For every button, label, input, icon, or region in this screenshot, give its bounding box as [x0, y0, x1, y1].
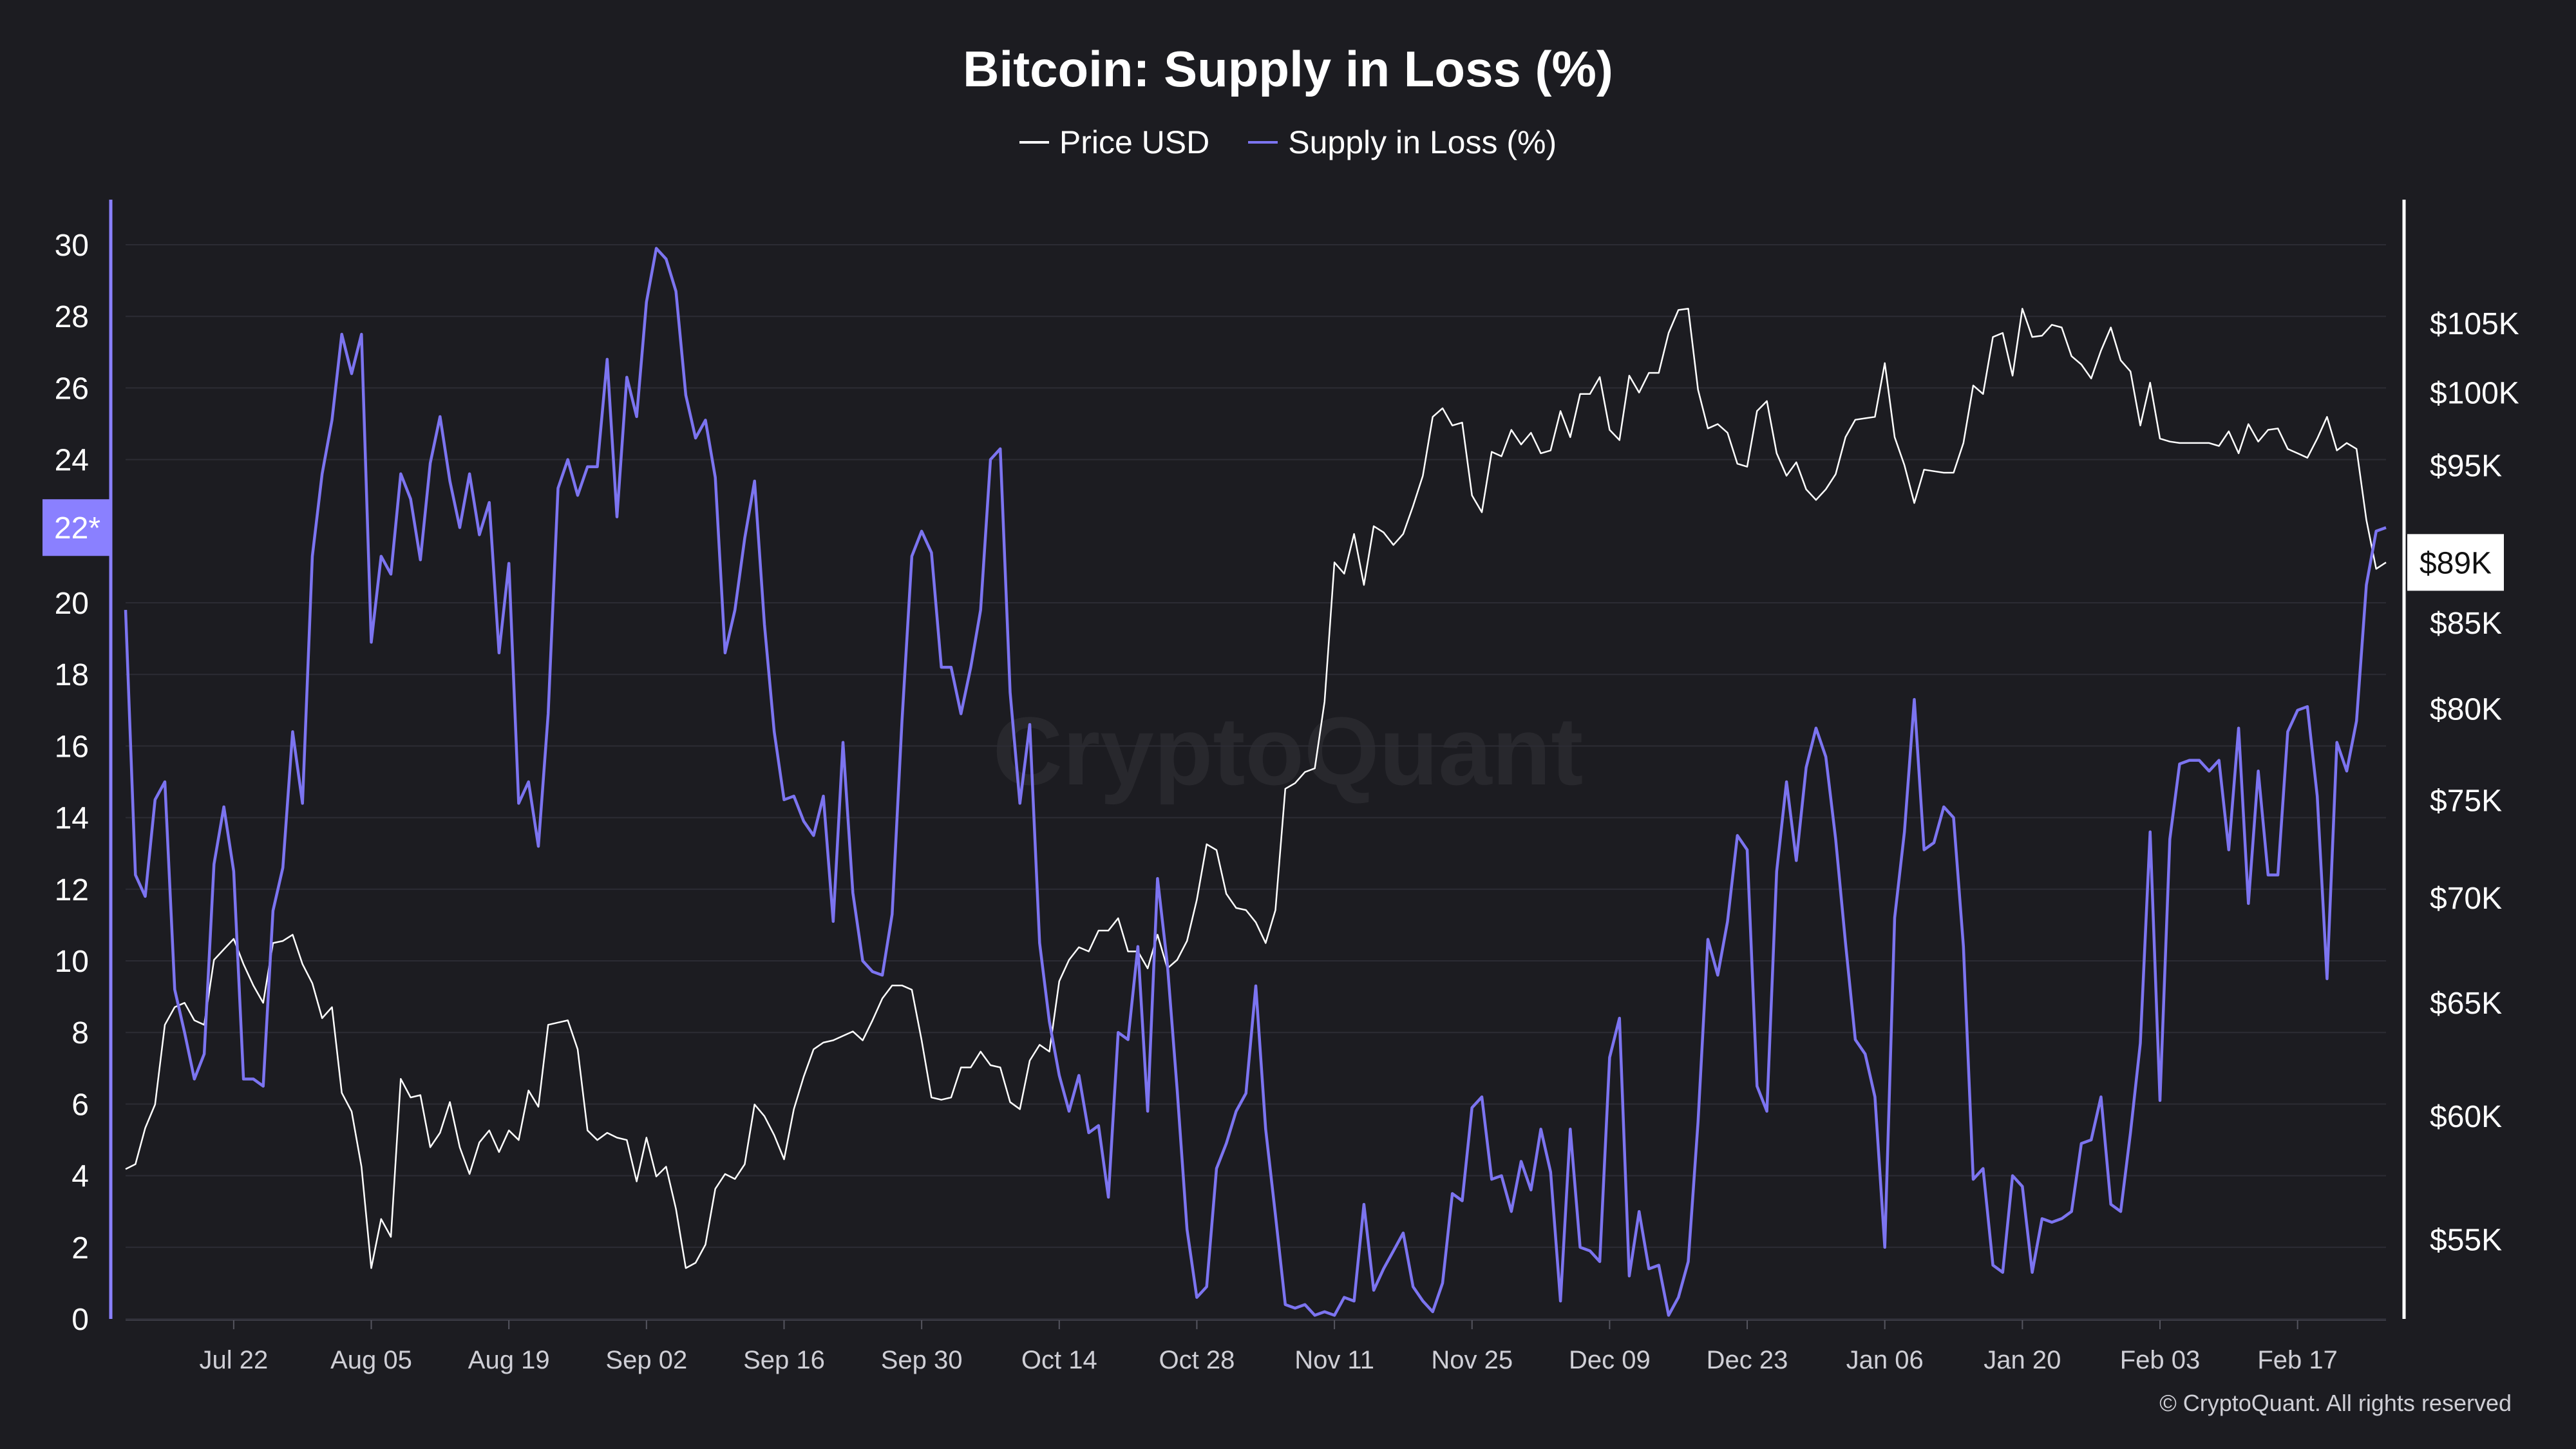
right-current-label: $89K	[2420, 546, 2492, 580]
y-left-tick-label: 24	[55, 444, 89, 478]
y-left-tick-label: 30	[55, 229, 89, 263]
legend-label-price: Price USD	[1059, 124, 1210, 160]
legend-swatch-price	[1019, 141, 1049, 144]
x-tick-label: Oct 28	[1159, 1346, 1235, 1374]
y-left-tick-label: 10	[55, 945, 89, 979]
x-tick-label: Sep 30	[881, 1346, 963, 1374]
y-right-tick-label: $100K	[2430, 377, 2519, 411]
legend: Price USD Supply in Loss (%)	[0, 124, 2576, 161]
legend-label-supply: Supply in Loss (%)	[1288, 124, 1557, 160]
y-left-tick-label: 4	[71, 1160, 89, 1194]
x-tick-label: Nov 25	[1431, 1346, 1513, 1374]
y-right-tick-label: $65K	[2430, 987, 2502, 1021]
left-current-label: 22*	[54, 511, 100, 545]
x-tick-label: Aug 05	[330, 1346, 412, 1374]
x-tick-label: Nov 11	[1294, 1346, 1374, 1374]
y-left-tick-label: 2	[71, 1231, 89, 1265]
y-left-tick-label: 16	[55, 730, 89, 764]
x-tick-label: Dec 09	[1569, 1346, 1651, 1374]
price-usd-line	[125, 308, 2387, 1269]
supply-in-loss-line	[124, 247, 2387, 1317]
y-right-tick-label: $95K	[2430, 449, 2502, 483]
y-right-tick-label: $70K	[2430, 882, 2502, 916]
y-right-tick-label: $55K	[2430, 1224, 2502, 1258]
chart-title: Bitcoin: Supply in Loss (%)	[963, 41, 1613, 97]
y-right-tick-label: $105K	[2430, 307, 2519, 341]
x-tick-label: Sep 02	[605, 1346, 687, 1374]
x-tick-label: Aug 19	[468, 1346, 550, 1374]
y-left-tick-label: 18	[55, 658, 89, 692]
y-left-tick-label: 26	[55, 372, 89, 406]
x-tick-label: Feb 03	[2120, 1346, 2201, 1374]
x-tick-label: Jan 20	[1984, 1346, 2061, 1374]
legend-item-supply[interactable]: Supply in Loss (%)	[1248, 124, 1557, 161]
legend-swatch-supply	[1248, 141, 1278, 144]
x-tick-label: Dec 23	[1707, 1346, 1788, 1374]
left-current-badge	[43, 499, 112, 556]
y-left-tick-label: 28	[55, 300, 89, 334]
y-left-tick-label: 12	[55, 873, 89, 907]
x-tick-label: Jan 06	[1846, 1346, 1924, 1374]
x-tick-label: Sep 16	[743, 1346, 825, 1374]
y-left-tick-label: 14	[55, 802, 89, 836]
y-left-tick-label: 8	[71, 1016, 89, 1050]
x-tick-label: Oct 14	[1021, 1346, 1097, 1374]
y-left-tick-label: 6	[71, 1088, 89, 1122]
y-right-tick-label: $75K	[2430, 784, 2502, 818]
y-right-tick-label: $60K	[2430, 1100, 2502, 1134]
x-tick-label: Feb 17	[2257, 1346, 2338, 1374]
y-right-tick-label: $85K	[2430, 607, 2502, 641]
y-right-tick-label: $80K	[2430, 692, 2502, 726]
y-left-tick-label: 20	[55, 587, 89, 621]
y-left-tick-label: 0	[71, 1303, 89, 1337]
x-tick-label: Jul 22	[199, 1346, 268, 1374]
legend-item-price[interactable]: Price USD	[1019, 124, 1209, 161]
right-current-badge	[2407, 534, 2504, 591]
copyright-notice: © CryptoQuant. All rights reserved	[2159, 1390, 2512, 1416]
